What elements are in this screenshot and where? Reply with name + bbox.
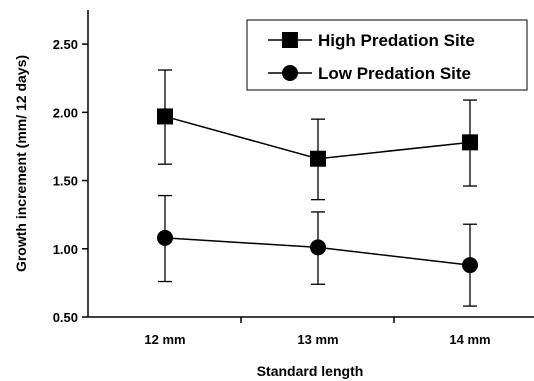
x-tick-label: 13 mm — [297, 332, 338, 347]
x-ticks: 12 mm 13 mm 14 mm — [144, 317, 491, 347]
y-axis-title: Growth increment (mm/ 12 days) — [13, 55, 29, 272]
data-point-square — [157, 108, 173, 125]
data-point-square — [462, 134, 478, 151]
x-tick-label: 12 mm — [144, 332, 185, 347]
y-tick-label: 0.50 — [53, 310, 78, 325]
data-point-circle — [462, 257, 478, 274]
legend-marker-circle — [282, 65, 298, 81]
series-high-predation — [157, 69, 478, 201]
y-tick-label: 1.00 — [53, 242, 78, 257]
plot-area — [157, 69, 478, 307]
y-tick-label: 2.00 — [53, 105, 78, 120]
data-point-circle — [157, 229, 173, 246]
y-tick-label: 2.50 — [53, 37, 78, 52]
x-axis-title: Standard length — [257, 363, 364, 379]
legend-marker-square — [282, 32, 298, 48]
data-point-square — [310, 150, 326, 167]
x-tick-label: 14 mm — [449, 332, 490, 347]
y-ticks: 0.50 1.00 1.50 2.00 2.50 — [53, 37, 88, 325]
data-point-circle — [310, 239, 326, 256]
series-low-predation — [157, 194, 478, 307]
legend-label: Low Predation Site — [318, 64, 471, 83]
legend-label: High Predation Site — [318, 31, 475, 50]
legend: High Predation Site Low Predation Site — [246, 19, 528, 91]
y-tick-label: 1.50 — [53, 174, 78, 189]
